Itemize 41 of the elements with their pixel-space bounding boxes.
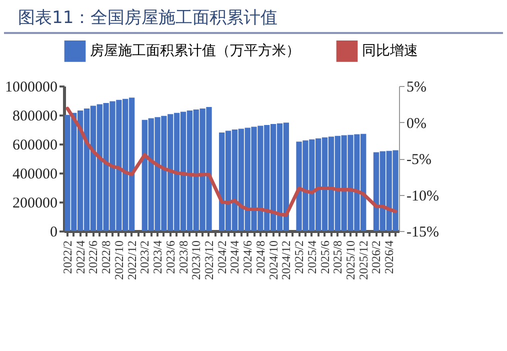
x-tick-label: 2024/4 (228, 240, 242, 274)
x-tick-label: 2022/4 (73, 240, 88, 274)
x-tick-label: 2022/8 (99, 240, 114, 274)
legend-label: 同比增速 (362, 43, 418, 60)
x-tick-label: 2024/8 (253, 240, 268, 274)
x-tick-label: 2025/8 (330, 240, 345, 274)
x-tick-label: 2022/10 (112, 240, 126, 280)
x-tick-label: 2025/4 (304, 240, 319, 274)
x-tick-label: 2023/6 (163, 240, 178, 274)
y2-tick-label: 5% (406, 80, 426, 96)
x-tick-label: 2025/2 (292, 240, 306, 274)
y2-tick-label: -10% (406, 188, 439, 204)
x-tick-label: 2022/12 (124, 240, 139, 280)
line-series (66, 106, 398, 217)
x-tick-label: 2023/8 (176, 240, 190, 274)
y-tick-label: 600000 (12, 138, 58, 154)
y-tick-label: 800000 (12, 108, 58, 124)
y-tick-label: 0 (50, 224, 58, 240)
y2-tick-label: -5% (406, 152, 432, 168)
x-tick-label: 2024/10 (266, 240, 280, 280)
x-tick-label: 2025/10 (344, 240, 358, 280)
x-tick-label: 2024/2 (214, 240, 229, 274)
y2-tick-label: 0% (406, 116, 426, 132)
x-tick-label: 2022/6 (86, 240, 100, 274)
y-tick-label: 200000 (12, 196, 58, 212)
x-tick-label: 2023/10 (189, 240, 204, 280)
chart-title: 图表11：全国房屋施工面积累计值 (17, 7, 279, 30)
x-tick-label: 2026/4 (382, 240, 396, 274)
legend-label: 房屋施工面积累计值（万平方米） (90, 43, 300, 60)
x-tick-label: 2024/12 (279, 240, 294, 280)
y-tick-label: 1000000 (5, 80, 58, 96)
x-tick-label: 2023/12 (202, 240, 216, 280)
x-tick-label: 2026/2 (369, 240, 384, 274)
x-tick-label: 2024/6 (240, 240, 255, 274)
x-tick-label: 2025/12 (356, 240, 370, 280)
x-tick-label: 2023/4 (150, 240, 165, 274)
x-tick-label: 2022/2 (60, 240, 74, 274)
y-tick-label: 400000 (12, 166, 58, 182)
x-tick-label: 2023/2 (138, 240, 152, 274)
x-tick-label: 2025/6 (318, 240, 332, 274)
y2-tick-label: -15% (406, 224, 439, 240)
